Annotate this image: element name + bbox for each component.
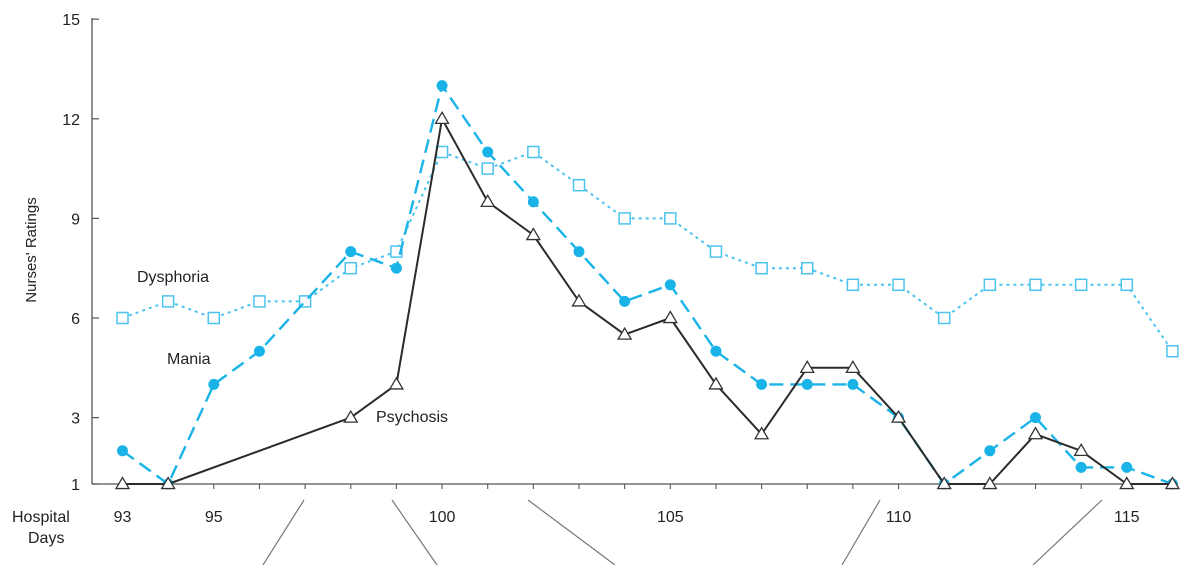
data-point	[388, 376, 405, 390]
x-tick-label: 115	[1114, 509, 1140, 526]
connector-line	[391, 499, 438, 565]
data-point	[1027, 426, 1044, 440]
data-point	[253, 295, 266, 308]
data-point	[753, 426, 770, 440]
data-point	[527, 145, 540, 159]
data-point	[117, 445, 128, 457]
data-point	[573, 246, 585, 258]
data-point	[619, 295, 631, 307]
data-point	[571, 293, 587, 307]
series-label-mania: Mania	[167, 351, 211, 368]
data-point	[390, 245, 403, 258]
data-point	[1029, 278, 1042, 292]
series-mania	[117, 80, 1178, 490]
data-point	[892, 278, 905, 292]
y-tick-label: 12	[62, 112, 80, 129]
data-point	[343, 409, 359, 423]
y-axis-label: Nurses' Ratings	[23, 197, 40, 302]
series-dysphoria	[116, 145, 1179, 358]
data-point	[1030, 412, 1041, 424]
data-point	[846, 278, 860, 292]
data-point	[847, 378, 859, 390]
data-point	[525, 227, 541, 241]
data-point	[1164, 476, 1181, 490]
data-point	[1119, 476, 1135, 490]
data-point	[572, 178, 586, 192]
data-point	[390, 262, 402, 274]
y-tick-label: 9	[71, 211, 80, 228]
data-point	[801, 378, 813, 390]
data-point	[799, 360, 815, 374]
data-point	[1120, 278, 1134, 292]
data-point	[481, 162, 494, 175]
series-label-dysphoria: Dysphoria	[137, 269, 209, 286]
connector-line	[1032, 499, 1103, 565]
connector-lines	[262, 499, 1103, 565]
series-line-dysphoria	[122, 151, 1174, 352]
x-axis-label-line2: Days	[28, 530, 64, 547]
x-tick-label: 95	[205, 509, 223, 526]
connector-line	[262, 499, 305, 565]
data-point	[116, 311, 129, 325]
data-point	[161, 295, 175, 308]
data-point	[755, 261, 768, 275]
data-point	[436, 80, 448, 92]
data-point	[984, 445, 996, 457]
data-point	[345, 246, 357, 258]
data-point	[1075, 461, 1087, 473]
y-axis: 1 3 6 9 12 15 Nurses' Ratings	[23, 12, 99, 494]
data-point	[527, 196, 539, 208]
data-point	[709, 245, 723, 258]
data-point	[298, 295, 312, 308]
data-point	[160, 476, 176, 490]
connector-line	[527, 499, 616, 565]
y-tick-label: 6	[71, 311, 80, 328]
data-point	[114, 476, 131, 490]
x-tick-label: 110	[886, 509, 912, 526]
data-point	[480, 194, 496, 208]
data-point	[1073, 443, 1089, 457]
data-point	[1121, 461, 1133, 473]
series-labels: Dysphoria Mania Psychosis	[137, 269, 448, 426]
data-point	[664, 279, 676, 291]
data-point	[801, 261, 814, 275]
y-tick-label: 3	[71, 411, 80, 428]
data-point	[845, 360, 861, 374]
data-point	[756, 378, 768, 390]
series-label-psychosis: Psychosis	[376, 409, 448, 426]
data-point	[208, 378, 220, 390]
x-axis-label-line1: Hospital	[12, 509, 70, 526]
data-point	[937, 311, 951, 325]
data-point	[708, 376, 724, 390]
x-tick-label: 105	[657, 509, 684, 526]
data-point	[618, 212, 631, 225]
x-tick-label: 93	[114, 509, 132, 526]
data-point	[890, 409, 907, 423]
series-psychosis	[114, 111, 1181, 490]
data-point	[983, 278, 997, 292]
data-point	[982, 476, 998, 490]
data-point	[344, 261, 357, 275]
x-axis: 93 95 100 105 110 115 Hospital Days	[12, 483, 1173, 547]
data-point	[253, 345, 265, 357]
data-point	[435, 145, 449, 159]
data-point	[482, 146, 494, 158]
data-point	[434, 111, 450, 124]
connector-line	[841, 499, 881, 565]
y-tick-label: 1	[71, 477, 80, 494]
y-tick-label: 15	[62, 12, 80, 29]
data-point	[1074, 278, 1088, 292]
series-line-psychosis	[122, 117, 1173, 485]
plot-area	[114, 80, 1181, 490]
data-point	[207, 311, 221, 325]
data-point	[617, 326, 633, 340]
x-tick-label: 100	[429, 509, 456, 526]
data-point	[662, 310, 678, 324]
data-point	[710, 345, 722, 357]
data-point	[1166, 344, 1179, 358]
data-point	[936, 476, 952, 490]
data-point	[664, 212, 677, 225]
